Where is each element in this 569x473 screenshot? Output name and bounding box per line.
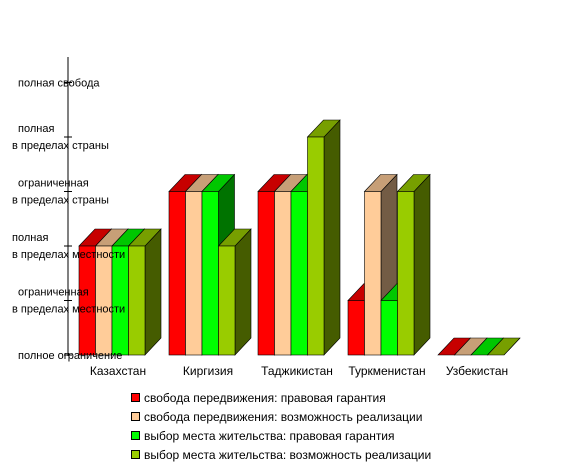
legend-item: выбор места жительства: правовая гаранти… [131,426,431,445]
y-tick-label-line: в пределах местности [12,249,125,261]
bar-front [380,300,398,356]
bar-side [413,173,431,356]
y-tick-label-line: ограниченная [18,287,89,299]
bar-side [323,119,341,356]
legend-label: свобода передвижения: правовая гарантия [144,390,386,405]
y-tick-label: полная в пределах местности [12,232,125,261]
x-category-label: Туркменистан [348,364,425,378]
bar-казахстан-s4 [127,228,162,356]
legend-swatch [131,431,140,440]
bar-front [290,191,308,356]
bar-side [234,228,252,356]
legend-label: свобода передвижения: возможность реализ… [144,409,423,424]
x-category-label: Киргизия [183,364,233,378]
y-tick-label-line: ограниченная [18,178,89,190]
bar-front [307,136,325,356]
bar-side [144,228,162,356]
bar-front [201,191,219,356]
legend-swatch [131,412,140,421]
bar-front [257,191,275,356]
legend-item: выбор места жительства: возможность реал… [131,445,431,464]
y-tick-label: полная в пределах страны [12,123,109,152]
legend-swatch [131,393,140,402]
legend-label: выбор места жительства: возможность реал… [144,447,432,462]
bar-front [347,300,365,356]
x-category-labels: Казахстан Киргизия Таджикистан Туркменистан… [90,364,508,378]
bar-узбекистан-s4 [486,337,521,356]
y-axis [64,57,72,356]
legend-item: свобода передвижения: правовая гарантия [131,388,431,407]
legend: свобода передвижения: правовая гарантия с… [131,388,431,464]
bar-киргизия-s4 [217,228,252,356]
legend-swatch [131,450,140,459]
x-category-label: Казахстан [90,364,146,378]
y-tick-label: ограниченная в пределах страны [12,178,109,207]
bar-front [95,245,113,356]
y-tick-label-line: в пределах местности [12,304,125,316]
y-tick-label: полная свобода [18,78,100,90]
bar-front [364,191,382,356]
bar-front [274,191,292,356]
y-tick-label-line: в пределах страны [12,195,109,207]
y-tick-label-line: полная свобода [18,78,100,90]
bar-front [185,191,203,356]
bar-front [78,245,96,356]
bar-front [397,191,415,356]
y-tick-label: полное ограничение [18,350,122,362]
y-tick-label-line: в пределах страны [12,140,109,152]
bar-таджикистан-s4 [306,119,341,356]
bar-front [128,245,146,356]
bar-front [111,245,129,356]
x-category-label: Узбекистан [446,364,508,378]
y-tick-label: ограниченная в пределах местности [12,287,125,316]
legend-label: выбор места жительства: правовая гаранти… [144,428,395,443]
y-tick-labels: полное ограничение ограниченная в пределах… [12,78,125,363]
y-tick-label-line: полная [12,232,48,244]
y-tick-label-line: полная [18,123,54,135]
bars-group [78,119,521,356]
bar-front [218,245,236,356]
legend-item: свобода передвижения: возможность реализ… [131,407,431,426]
y-tick-label-line: полное ограничение [18,350,122,362]
bar-туркменистан-s4 [396,173,431,356]
x-category-label: Таджикистан [261,364,333,378]
bar-front [168,191,186,356]
bar-top [486,337,521,356]
